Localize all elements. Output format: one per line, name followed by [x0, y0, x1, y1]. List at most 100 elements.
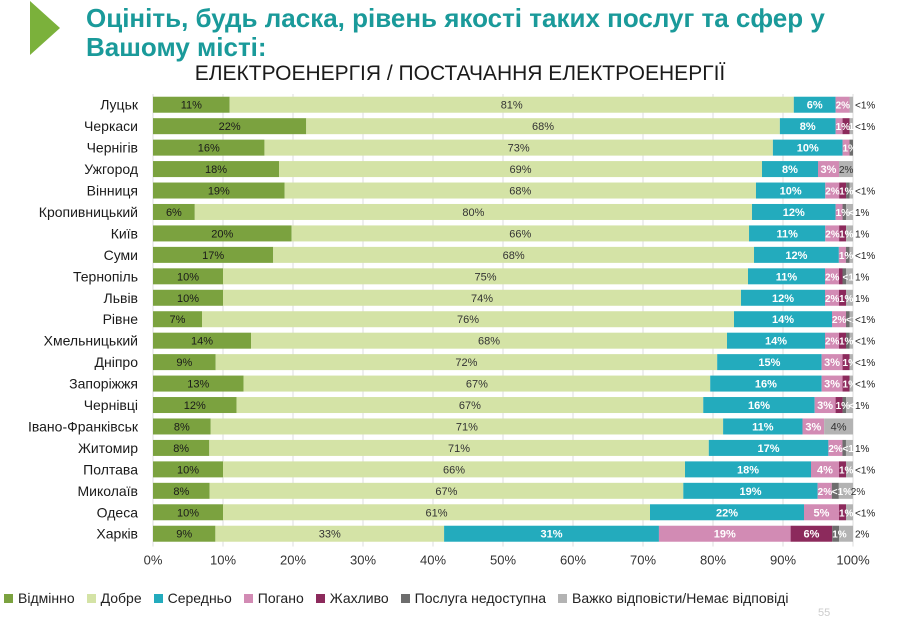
data-label: <1%: [832, 487, 852, 498]
legend-swatch: [315, 593, 325, 603]
data-label: 8%: [782, 164, 798, 176]
stacked-bar-chart: Луцьк Черкаси Чернігів Ужгород Вінниця Кропив…: [28, 94, 876, 567]
bar-segment: [849, 375, 853, 392]
bar-segment: [842, 439, 846, 456]
bar-segment: [153, 311, 202, 328]
data-label: 33%: [319, 529, 341, 541]
bar-segment: [846, 397, 853, 414]
bar-segment: [842, 354, 850, 371]
bar-segment: [839, 182, 847, 199]
data-label: 11%: [776, 271, 798, 283]
data-label: 19%: [208, 186, 230, 198]
bar-segment: [832, 525, 840, 542]
x-tick-label: 30%: [350, 552, 376, 567]
data-label: <1%: [842, 444, 862, 455]
bar-segment: [209, 439, 709, 456]
bar-segment: [708, 439, 829, 456]
category-label: Хмельницький: [44, 333, 138, 349]
category-label: Луцьк: [100, 97, 139, 113]
data-label: 1%: [836, 401, 851, 412]
bar-segment: [153, 161, 279, 178]
data-label: 67%: [459, 400, 481, 412]
bar-segment: [831, 482, 839, 499]
x-tick-label: 100%: [836, 552, 870, 567]
bar-segment: [223, 268, 748, 285]
data-label: 1%: [839, 337, 854, 348]
data-label: 13%: [187, 379, 209, 391]
bar-segment: [846, 504, 853, 521]
data-label: 76%: [457, 314, 479, 326]
bar-segment: [811, 461, 839, 478]
category-label: Рівне: [103, 311, 139, 327]
x-tick-label: 80%: [700, 552, 726, 567]
data-label: 10%: [177, 464, 199, 476]
data-label: 74%: [471, 293, 493, 305]
bar-segment: [210, 418, 724, 435]
x-tick-label: 0%: [144, 552, 163, 567]
legend-label: Погано: [257, 590, 304, 606]
category-label: Житомир: [78, 440, 138, 456]
data-label: 12%: [785, 250, 807, 262]
category-label: Харків: [96, 526, 138, 542]
bar-segment: [839, 268, 843, 285]
data-label: <1%: [855, 122, 875, 133]
bar-segment: [842, 268, 846, 285]
bar-segment: [683, 482, 818, 499]
data-label: 7%: [170, 314, 186, 326]
bar-segment: [845, 439, 853, 456]
bar-segment: [748, 268, 825, 285]
bar-segment: [818, 161, 839, 178]
data-label: 12%: [184, 400, 206, 412]
bar-segment: [772, 139, 843, 156]
data-label: 4%: [817, 464, 833, 476]
data-label: 1%: [843, 358, 858, 369]
data-label: 1%: [855, 401, 870, 412]
x-tick-label: 10%: [210, 552, 236, 567]
data-label: 8%: [174, 421, 190, 433]
bar-segment: [846, 203, 853, 220]
data-label: <1%: [855, 101, 875, 112]
data-label: 2%: [839, 165, 854, 176]
bar-segment: [717, 354, 822, 371]
bar-segment: [842, 203, 847, 220]
bar-segment: [845, 246, 850, 263]
data-label: 20%: [211, 228, 233, 240]
bar-segment: [734, 311, 832, 328]
data-label: 3%: [821, 164, 837, 176]
data-label: 1%: [839, 508, 854, 519]
accent-triangle-shape: [30, 1, 60, 55]
data-label: 10%: [177, 507, 199, 519]
data-label: 68%: [478, 336, 500, 348]
bar-segment: [153, 139, 265, 156]
data-label: 6%: [166, 207, 182, 219]
bar-segment: [835, 96, 850, 113]
data-label: 67%: [435, 486, 457, 498]
data-label: 1%: [836, 208, 851, 219]
data-label: <1%: [855, 465, 875, 476]
bar-segment: [824, 418, 853, 435]
legend-swatch: [558, 593, 567, 603]
bar-segment: [284, 182, 756, 199]
bar-segment: [153, 354, 216, 371]
data-label: 2%: [825, 294, 840, 305]
bar-segment: [839, 504, 846, 521]
category-label: Кропивницький: [39, 204, 138, 220]
bar-segment: [710, 375, 822, 392]
data-label: <1%: [855, 337, 875, 348]
legend-item: Середньо: [153, 590, 232, 606]
data-label: 2%: [825, 272, 840, 283]
legend-item: Погано: [243, 590, 304, 606]
category-label: Київ: [111, 225, 138, 241]
data-label: <1%: [852, 251, 872, 262]
data-label: <1%: [855, 315, 875, 326]
bar-segment: [825, 268, 839, 285]
bar-segment: [223, 461, 685, 478]
data-label: 31%: [540, 529, 562, 541]
bar-segment: [838, 482, 853, 499]
data-label: 1%: [843, 380, 858, 391]
data-label: 1%: [855, 444, 870, 455]
data-label: 6%: [807, 100, 823, 112]
legend-item: Відмінно: [4, 590, 75, 606]
legend-label: Послуга недоступна: [414, 590, 546, 606]
data-label: <1%: [855, 380, 875, 391]
